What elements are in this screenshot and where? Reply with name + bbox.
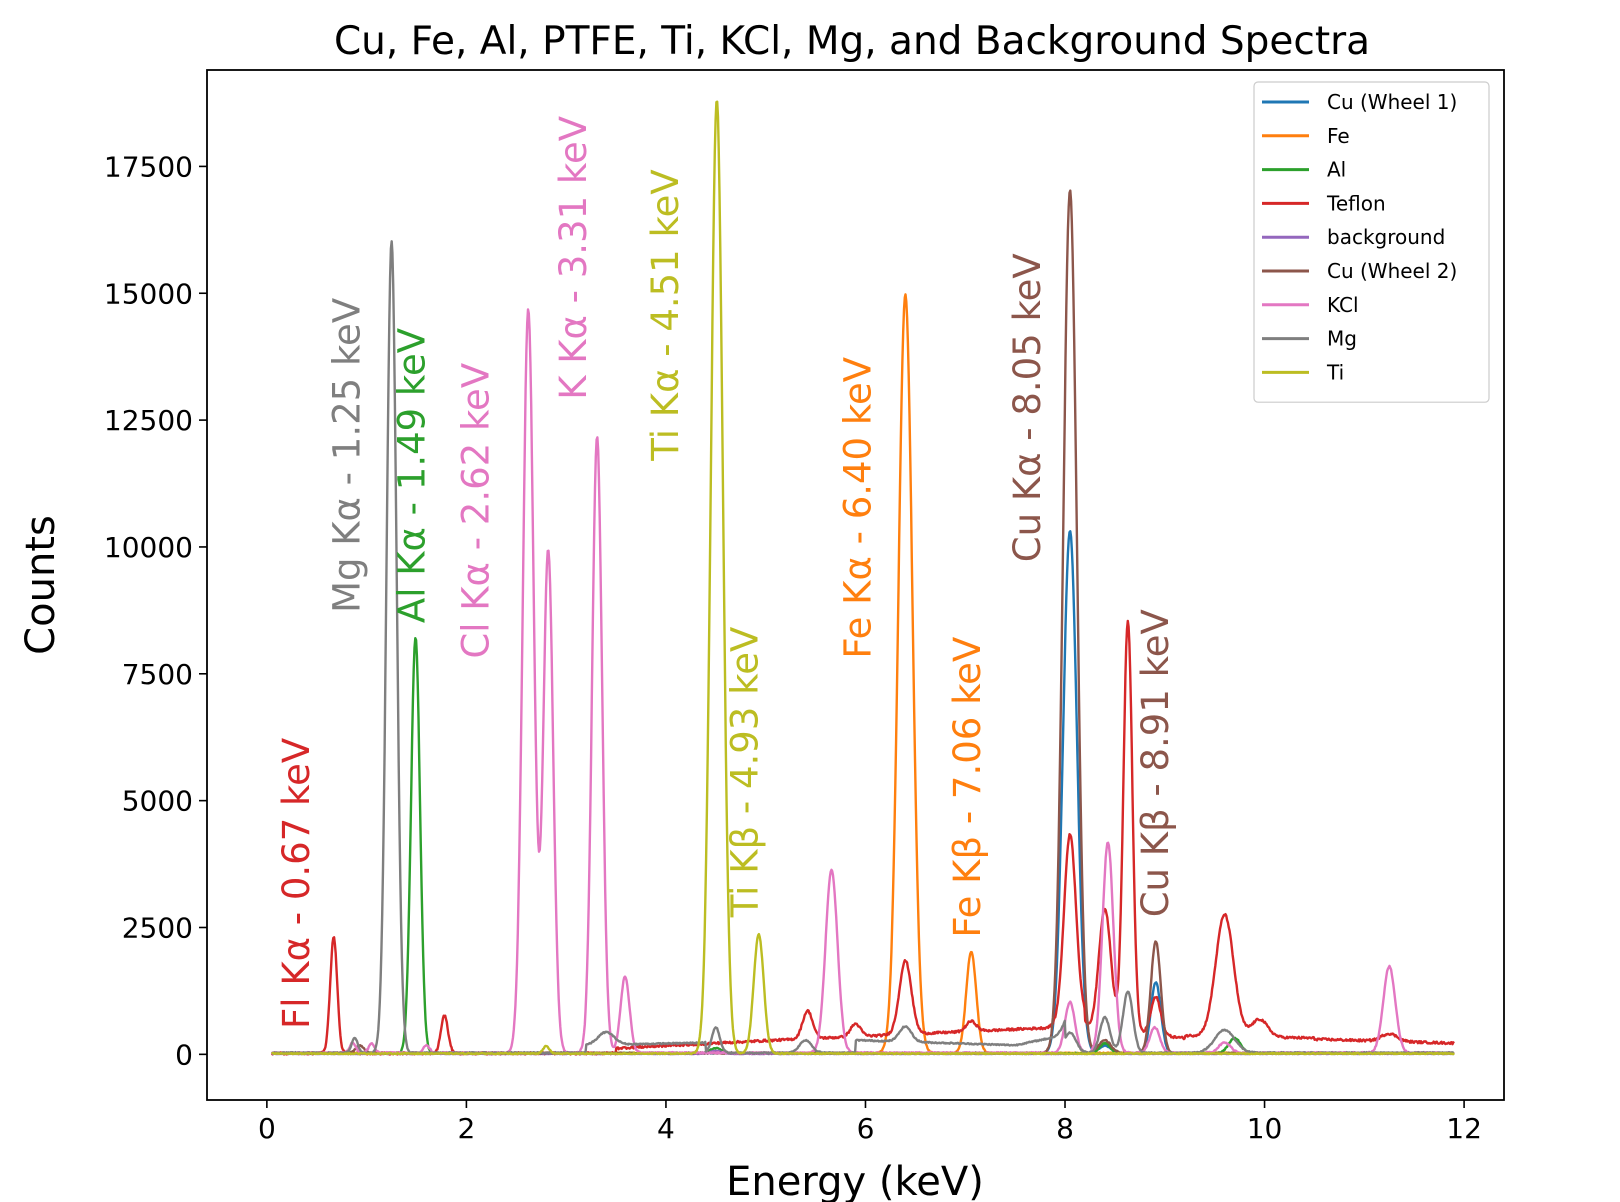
legend-entry: KCl [1327,293,1359,317]
legend-entry: Mg [1327,327,1357,351]
peak-annotation: Fe Kα - 6.40 keV [837,357,880,659]
plot-frame [206,69,1505,1101]
peak-annotation: Cl Kα - 2.62 keV [454,363,497,659]
y-tick-label: 5000 [122,785,193,818]
peak-annotation: Al Kα - 1.49 keV [391,328,434,623]
x-axis-label: Energy (keV) [726,1159,984,1202]
peak-annotations: Fl Kα - 0.67 keV Mg Kα - 1.25 keV Al Kα - … [275,116,1177,1029]
legend-entry: Fe [1327,124,1350,148]
peak-annotation: K Kα - 3.31 keV [552,116,595,400]
peak-annotation: Cu Kα - 8.05 keV [1006,253,1049,562]
y-tick-label: 2500 [122,911,193,944]
legend-entry: Ti [1326,360,1344,384]
legend-entry: Cu (Wheel 2) [1327,259,1457,283]
legend-box [1253,81,1490,403]
legend-entry: Cu (Wheel 1) [1327,90,1457,114]
x-tick-label: 0 [258,1112,276,1145]
peak-annotation: Mg Kα - 1.25 keV [326,298,369,613]
x-tick-label: 2 [457,1112,475,1145]
y-tick-label: 15000 [104,277,193,310]
series-line [271,100,1455,1056]
x-tick-label: 12 [1446,1112,1482,1145]
y-tick-label: 12500 [104,404,193,437]
peak-annotation: Ti Kβ - 4.93 keV [724,627,767,919]
peak-annotation: Fe Kβ - 7.06 keV [946,637,989,938]
legend-entry: Teflon [1326,191,1386,215]
x-tick-label: 8 [1056,1112,1074,1145]
legend-entry: Al [1327,158,1346,182]
legend: Cu (Wheel 1) Fe Al Teflon background Cu (Whee… [1253,81,1490,403]
y-tick-label: 7500 [122,658,193,691]
axes: 0 2 4 6 8 10 12 0 2500 5000 7500 10000 12500 15000 175… [104,150,1482,1145]
peak-annotation: Cu Kβ - 8.91 keV [1134,609,1177,917]
x-tick-label: 10 [1247,1112,1283,1145]
y-tick-label: 17500 [104,150,193,183]
y-tick-label: 10000 [104,531,193,564]
y-axis-label: Counts [18,515,64,655]
peak-annotation: Fl Kα - 0.67 keV [275,738,318,1029]
y-tick-label: 0 [175,1038,193,1071]
legend-entry: background [1327,225,1445,249]
peak-annotation: Ti Kα - 4.51 keV [644,169,687,461]
x-tick-label: 6 [857,1112,875,1145]
x-tick-label: 4 [657,1112,675,1145]
plot-area [270,100,1455,1056]
chart-title: Cu, Fe, Al, PTFE, Ti, KCl, Mg, and Backg… [334,19,1370,64]
